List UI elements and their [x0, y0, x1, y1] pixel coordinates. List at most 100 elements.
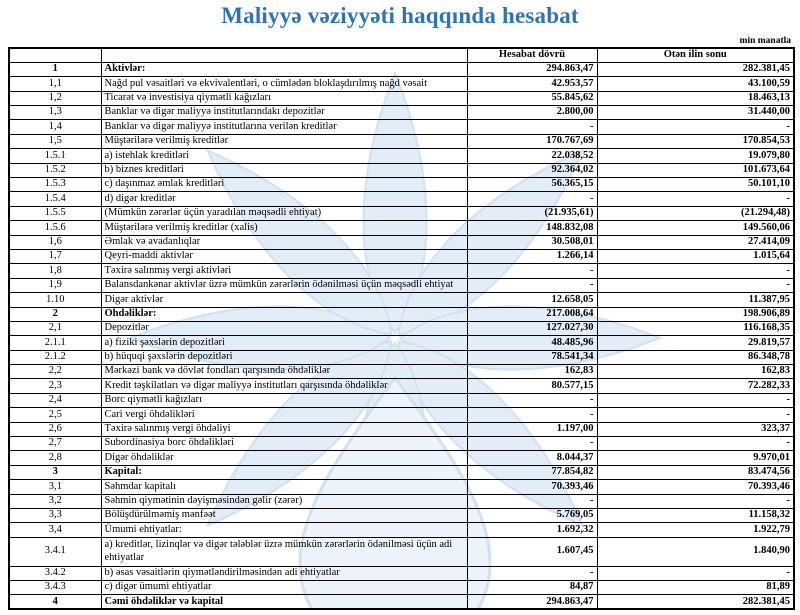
value-current: 8.044,37: [466, 450, 598, 466]
value-previous: -: [596, 407, 795, 423]
row-number: 2,7: [8, 436, 102, 452]
row-label: (Mümkün zərərlər üçün yaradılan məqsədli…: [100, 205, 468, 222]
row-label: Mərkəzi bank və dövlət fondları qarşısın…: [100, 364, 468, 380]
value-previous: -: [596, 277, 795, 294]
value-current: 42.953,57: [466, 76, 598, 92]
table-row: 1.5.5 (Mümkün zərərlər üçün yaradılan məq…: [8, 205, 795, 222]
value-previous: 282.381,45: [596, 594, 795, 610]
value-current: 78.541,34: [466, 349, 598, 366]
value-current: 148.832,08: [466, 220, 598, 236]
table-row: 1.5.3 c) daşınmaz əmlak kreditləri 56.365,…: [8, 177, 795, 193]
table-row: 1.5.6 Müştərilərə verilmiş kreditlər (xal…: [8, 220, 795, 236]
row-number: 3,1: [8, 479, 102, 495]
table-row: 3.4.1 a) kreditlər, lizinqlər və digər tə…: [8, 536, 795, 567]
table-row: 3,2 Səhmin qiymətinin dəyişməsindən gəlir…: [8, 493, 795, 510]
value-current: 217.008,64: [466, 306, 598, 322]
page-title: Maliyyə vəziyyəti haqqında hesabat: [221, 3, 579, 28]
table-row: 2.1.2 b) hüquqi şəxslərin depozitləri 78.5…: [8, 349, 795, 366]
header-row-number: [8, 47, 102, 63]
row-number: 2,8: [8, 450, 102, 466]
value-current: 1.692,32: [466, 522, 598, 538]
header-description: [100, 47, 468, 63]
header-row: Hesabat dövrü Ötən ilin sonu: [8, 47, 795, 63]
value-previous: 9.970,01: [596, 450, 795, 466]
value-current: 84,87: [466, 579, 598, 596]
value-previous: 11.387,95: [596, 292, 795, 308]
value-previous: 323,37: [596, 421, 795, 438]
value-current: 12.658,05: [466, 292, 598, 308]
table-row: 3.4.3 c) digər ümumi ehtiyatlar 84,87 81,89: [8, 579, 795, 596]
row-label: b) biznes kreditləri: [100, 162, 468, 179]
row-number: 2,5: [8, 407, 102, 423]
row-number: 4: [8, 594, 102, 610]
row-label: Təxirə salınmış vergi aktivləri: [100, 263, 468, 279]
value-current: (21.935,61): [466, 205, 598, 222]
row-label: Banklar və digər maliyyə institutlarında…: [100, 105, 468, 121]
row-number: 1,9: [8, 277, 102, 294]
row-label: Əmlak və avadanlıqlar: [100, 234, 468, 250]
row-label: Banklar və digər maliyyə institutlarına …: [100, 119, 468, 135]
row-label: Subordinasiya borc öhdəlikləri: [100, 436, 468, 452]
value-current: 48.485,96: [466, 335, 598, 351]
row-number: 3,4: [8, 522, 102, 538]
row-label: c) digər ümumi ehtiyatlar: [100, 579, 468, 596]
value-previous: 70.393,46: [596, 479, 795, 495]
table-row: 1,2 Ticarət və investisiya qiymətli kağız…: [8, 90, 795, 107]
row-label: d) digər kreditlər: [100, 191, 468, 207]
row-number: 1,8: [8, 263, 102, 279]
table-row: 2,3 Kredit təşkilatları və digər maliyyə …: [8, 378, 795, 394]
value-previous: 27.414,09: [596, 234, 795, 250]
row-label: Digər aktivlər: [100, 292, 468, 308]
row-number: 3.4.3: [8, 579, 102, 596]
table-row: 2.1.1 a) fiziki şəxslərin depozitləri 48.4…: [8, 335, 795, 351]
value-current: 170.767,69: [466, 133, 598, 150]
row-label: a) kreditlər, lizinqlər və digər tələblə…: [100, 536, 468, 567]
value-previous: 29.819,57: [596, 335, 795, 351]
row-number: 1.10: [8, 292, 102, 308]
row-label: Nağd pul vəsaitləri və ekvivalentləri, o…: [100, 76, 468, 92]
table-row: 1,4 Banklar və digər maliyyə institutları…: [8, 119, 795, 135]
table-row: 1,7 Qeyri-maddi aktivlər 1.266,14 1.015,64: [8, 248, 795, 265]
row-number: 2,6: [8, 421, 102, 438]
value-current: -: [466, 565, 598, 581]
value-previous: -: [596, 263, 795, 279]
row-number: 1.5.1: [8, 148, 102, 164]
table-row: 2 Öhdəliklər: 217.008,64 198.906,89: [8, 306, 795, 322]
table-row: 1,1 Nağd pul vəsaitləri və ekvivalentləri…: [8, 76, 795, 92]
value-previous: 72.282,33: [596, 378, 795, 394]
value-previous: -: [596, 565, 795, 581]
table-row: 1.5.2 b) biznes kreditləri 92.364,02 101.67…: [8, 162, 795, 179]
value-current: 294.863,47: [466, 61, 598, 78]
header-period-previous: Ötən ilin sonu: [596, 47, 795, 63]
table-row: 3,4 Ümumi ehtiyatlar: 1.692,32 1.922,79: [8, 522, 795, 538]
row-label: c) daşınmaz əmlak kreditləri: [100, 177, 468, 193]
table-row: 1 Aktivlər: 294.863,47 282.381,45: [8, 61, 795, 78]
row-label: Müştərilərə verilmiş kreditlər: [100, 133, 468, 150]
table-row: 1,8 Təxirə salınmış vergi aktivləri - -: [8, 263, 795, 279]
value-previous: -: [596, 392, 795, 409]
value-previous: 50.101,10: [596, 177, 795, 193]
row-number: 3.4.2: [8, 565, 102, 581]
table-row: 1,6 Əmlak və avadanlıqlar 30.508,01 27.414,…: [8, 234, 795, 250]
value-previous: 19.079,80: [596, 148, 795, 164]
value-current: 5.769,05: [466, 507, 598, 524]
row-label: Kapital:: [100, 464, 468, 481]
row-label: Qeyri-maddi aktivlər: [100, 248, 468, 265]
value-previous: -: [596, 436, 795, 452]
value-current: 56.365,15: [466, 177, 598, 193]
row-label: b) əsas vəsaitlərin qiymətləndirilməsind…: [100, 565, 468, 581]
table-row: 2,7 Subordinasiya borc öhdəlikləri - -: [8, 436, 795, 452]
value-current: 1.197,00: [466, 421, 598, 438]
row-number: 1.5.3: [8, 177, 102, 193]
row-label: Kredit təşkilatları və digər maliyyə ins…: [100, 378, 468, 394]
row-number: 1,3: [8, 105, 102, 121]
value-current: 1.266,14: [466, 248, 598, 265]
table-row: 1.5.4 d) digər kreditlər - -: [8, 191, 795, 207]
value-previous: 31.440,00: [596, 105, 795, 121]
unit-note: min manatla: [739, 36, 791, 46]
table-row: 3,1 Səhmdar kapitalı 70.393,46 70.393,46: [8, 479, 795, 495]
row-label: Səhmin qiymətinin dəyişməsindən gəlir (z…: [100, 493, 468, 510]
row-number: 1,4: [8, 119, 102, 135]
value-current: 70.393,46: [466, 479, 598, 495]
value-previous: 1.840,90: [596, 536, 795, 567]
